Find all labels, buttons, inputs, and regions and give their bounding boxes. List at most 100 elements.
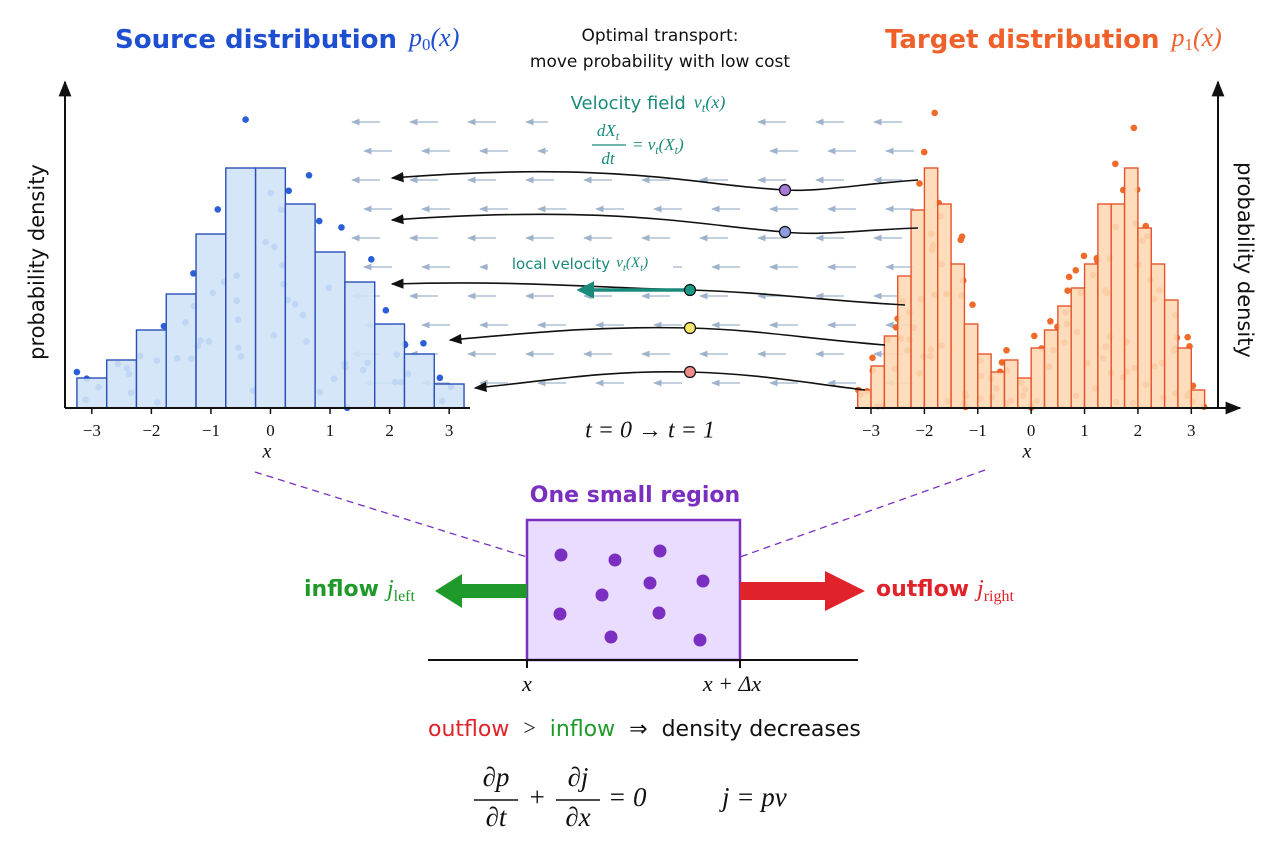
histogram-bar	[1097, 203, 1112, 409]
x-tick-label: 0	[1027, 421, 1036, 440]
sample-dot	[1064, 287, 1071, 295]
particle	[683, 321, 697, 335]
sample-dot	[214, 206, 222, 213]
inflow-arrow	[435, 574, 527, 608]
x-tick-label: −1	[969, 421, 987, 440]
ode-rhs: = vt(Xt)	[632, 135, 684, 157]
distributions: −3 −2 −1 0 1 2 3 −3 −2 −1 0 1 2 3	[58, 80, 1242, 440]
source-symbol-arg: (x)	[431, 23, 460, 52]
right-edge-label: x + Δx	[702, 671, 762, 696]
histogram-bar	[990, 371, 1006, 409]
x-tick-label: −3	[83, 421, 101, 440]
sample-dot	[242, 116, 249, 123]
ode-rhs-sub: t	[655, 143, 659, 157]
ode-rhs-text: = v	[632, 135, 656, 154]
outflow-text: outflow	[876, 577, 969, 602]
sample-dot	[338, 224, 345, 231]
histogram-bar	[1177, 347, 1193, 409]
histogram-bar	[284, 203, 316, 409]
particle	[653, 544, 667, 558]
sample-dot	[957, 236, 965, 244]
region-particles	[553, 544, 710, 647]
inflow-sub: left	[394, 588, 416, 605]
histogram-bar	[963, 323, 979, 409]
particle	[696, 574, 710, 588]
y-axis-label: probability density	[1233, 162, 1257, 358]
particle	[643, 576, 657, 590]
local-arg: (X	[626, 255, 641, 271]
target-title-text: Target distribution	[885, 25, 1159, 55]
histogram-bar	[76, 377, 108, 409]
histogram-bar	[1017, 377, 1032, 409]
histogram-bar	[950, 263, 966, 409]
left-edge-label: x	[521, 671, 532, 696]
transport-subtitle: move probability with low cost	[530, 52, 790, 72]
target-symbol: p	[1169, 23, 1184, 52]
ode-rhs-close: )	[677, 135, 684, 154]
sample-dot	[998, 359, 1006, 366]
ode-denominator: dt	[601, 149, 616, 168]
source-symbol: p	[407, 23, 422, 52]
sample-dot	[1130, 124, 1138, 132]
ode-rhs-arg-sub: t	[675, 143, 679, 157]
field-sub: t	[702, 100, 706, 115]
histogram-bar	[937, 203, 952, 409]
histogram-bar	[105, 359, 138, 409]
histogram-bar	[1123, 167, 1139, 409]
x-tick-label: 2	[385, 421, 394, 440]
local-velocity-label: local velocity vt(Xt)	[512, 255, 648, 274]
region-title: One small region	[530, 483, 740, 508]
x-tick-label: 3	[445, 421, 454, 440]
histogram-bar	[856, 389, 872, 409]
local-label: local velocity	[512, 255, 610, 273]
histogram-bar	[403, 353, 435, 409]
transport-path	[390, 213, 919, 235]
particle	[595, 588, 609, 602]
x-axis-label: x	[262, 441, 272, 463]
particle	[683, 283, 697, 297]
sample-dot	[1030, 332, 1038, 340]
target-symbol-sub: 1	[1184, 35, 1193, 54]
sample-dot	[916, 180, 923, 187]
x-tick-label: 2	[1134, 421, 1143, 440]
histogram-bar	[344, 281, 376, 409]
x-tick-label: 1	[1080, 421, 1089, 440]
histogram-bar	[314, 251, 346, 409]
histogram-bar	[433, 383, 465, 409]
inflow-text: inflow	[304, 577, 379, 602]
sample-dot	[920, 148, 928, 156]
histogram-bar	[254, 167, 287, 409]
field-arg: (x)	[705, 92, 725, 113]
sample-dot	[1065, 273, 1073, 281]
plus: +	[528, 782, 546, 812]
particle	[683, 365, 697, 379]
flux-definition: j = pv	[719, 782, 787, 812]
histogram-bar	[1110, 203, 1126, 409]
outflow-arrow	[740, 571, 865, 611]
sample-dot	[931, 109, 938, 117]
sample-dot	[969, 301, 976, 309]
source-title-text: Source distribution	[115, 25, 397, 55]
denominator: ∂t	[486, 802, 508, 832]
conclusion-result: density decreases	[662, 717, 861, 742]
transport-path	[390, 170, 919, 192]
histogram-bar	[870, 365, 886, 409]
particle	[778, 225, 792, 239]
conclusion: outflow > inflow ⇒ density decreases	[428, 715, 861, 742]
histogram-bar	[225, 167, 257, 409]
sample-dot	[1112, 160, 1119, 168]
outflow-symbol: j	[974, 576, 984, 602]
ode-rhs-arg: (X	[659, 135, 676, 154]
x-tick-label: −2	[915, 421, 933, 440]
histogram-bar	[977, 353, 992, 409]
histogram-bar	[374, 323, 406, 409]
inflow-label: inflow jleft	[304, 576, 416, 605]
histogram-bar	[883, 335, 899, 409]
region-box	[525, 518, 742, 662]
histogram-bar	[1043, 329, 1059, 409]
conclusion-implies: ⇒	[629, 717, 647, 742]
x-tick-label: −1	[202, 421, 220, 440]
histogram-bar	[1163, 299, 1179, 409]
transport-path	[390, 278, 906, 306]
